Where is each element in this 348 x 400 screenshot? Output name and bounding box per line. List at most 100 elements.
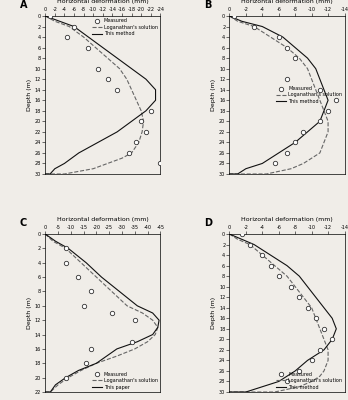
This method [322, 305, 326, 310]
Loganathan's solution [48, 390, 53, 394]
Measured [247, 241, 253, 248]
Measured [105, 76, 110, 82]
Loganathan's solution [248, 242, 252, 247]
Loganathan's solution [297, 56, 301, 60]
Loganathan's solution [94, 45, 98, 50]
Loganathan's solution [260, 390, 264, 394]
Title: Horizontal deformation (mm): Horizontal deformation (mm) [57, 217, 149, 222]
Measured [63, 245, 69, 252]
Text: B: B [204, 0, 212, 10]
This paper [66, 246, 70, 251]
Loganathan's solution [236, 172, 240, 176]
Loganathan's solution [322, 140, 326, 145]
This method [62, 161, 66, 166]
This method [330, 337, 334, 342]
This method [72, 24, 76, 29]
Legend: Measured, Loganathan's solution, This method: Measured, Loganathan's solution, This me… [276, 85, 343, 105]
Loganathan's solution [125, 304, 129, 308]
This method [293, 140, 297, 145]
Line: Loganathan's solution: Loganathan's solution [45, 234, 158, 392]
This method [322, 108, 326, 113]
Loganathan's solution [94, 361, 98, 366]
Measured [333, 97, 339, 104]
Loganathan's solution [244, 172, 248, 176]
Measured [143, 129, 149, 135]
Loganathan's solution [105, 161, 110, 166]
This method [293, 45, 297, 50]
This method [153, 87, 158, 92]
Legend: Measured, Loganathan's solution, This method: Measured, Loganathan's solution, This me… [276, 371, 343, 390]
This method [129, 66, 134, 71]
This paper [151, 311, 155, 316]
Legend: Measured, Loganathan's solution, This paper: Measured, Loganathan's solution, This pa… [91, 371, 159, 390]
This method [322, 348, 326, 352]
Text: A: A [20, 0, 27, 10]
Measured [268, 262, 273, 269]
Loganathan's solution [301, 295, 306, 300]
Loganathan's solution [264, 172, 269, 176]
Loganathan's solution [51, 239, 55, 244]
Loganathan's solution [322, 337, 326, 342]
Measured [296, 294, 302, 300]
Loganathan's solution [326, 358, 330, 363]
Loganathan's solution [79, 260, 83, 265]
Loganathan's solution [145, 339, 150, 344]
This paper [53, 239, 57, 244]
This method [240, 19, 244, 24]
Loganathan's solution [318, 150, 322, 155]
Measured [292, 139, 298, 146]
Y-axis label: Depth (m): Depth (m) [211, 79, 216, 111]
Measured [317, 347, 323, 353]
This method [240, 237, 244, 242]
Loganathan's solution [43, 232, 47, 236]
This method [153, 98, 158, 103]
Loganathan's solution [268, 35, 272, 40]
Title: Horizontal deformation (mm): Horizontal deformation (mm) [241, 217, 333, 222]
Loganathan's solution [137, 140, 141, 145]
Loganathan's solution [236, 237, 240, 242]
Measured [88, 346, 94, 352]
Loganathan's solution [53, 19, 57, 24]
Text: D: D [204, 218, 212, 228]
Loganathan's solution [252, 24, 256, 29]
This method [115, 56, 119, 60]
This method [285, 263, 289, 268]
This paper [100, 275, 104, 280]
This method [244, 166, 248, 171]
Measured [134, 139, 139, 146]
Loganathan's solution [326, 130, 330, 134]
This method [318, 77, 322, 82]
This method [306, 56, 310, 60]
This method [322, 87, 326, 92]
Measured [95, 66, 101, 72]
Title: Horizontal deformation (mm): Horizontal deformation (mm) [57, 0, 149, 4]
Loganathan's solution [227, 14, 231, 18]
Measured [317, 86, 323, 93]
This method [334, 326, 338, 331]
This method [277, 379, 281, 384]
This method [252, 242, 256, 247]
Loganathan's solution [62, 172, 66, 176]
Loganathan's solution [67, 24, 71, 29]
Measured [239, 231, 245, 237]
This method [43, 14, 47, 18]
This method [260, 161, 264, 166]
Loganathan's solution [77, 169, 81, 174]
Measured [330, 336, 335, 342]
Loganathan's solution [248, 390, 252, 394]
This method [330, 316, 334, 321]
This method [277, 150, 281, 155]
Measured [47, 13, 53, 19]
This method [48, 172, 52, 176]
Loganathan's solution [306, 66, 310, 71]
Line: This method: This method [229, 234, 336, 392]
Loganathan's solution [309, 305, 314, 310]
Loganathan's solution [322, 368, 326, 373]
Measured [305, 304, 310, 311]
Loganathan's solution [120, 156, 124, 160]
Measured [292, 55, 298, 61]
Loganathan's solution [115, 354, 119, 358]
Legend: Measured, Loganathan's solution, This method: Measured, Loganathan's solution, This me… [91, 18, 159, 37]
Measured [284, 76, 290, 82]
This paper [117, 289, 121, 294]
